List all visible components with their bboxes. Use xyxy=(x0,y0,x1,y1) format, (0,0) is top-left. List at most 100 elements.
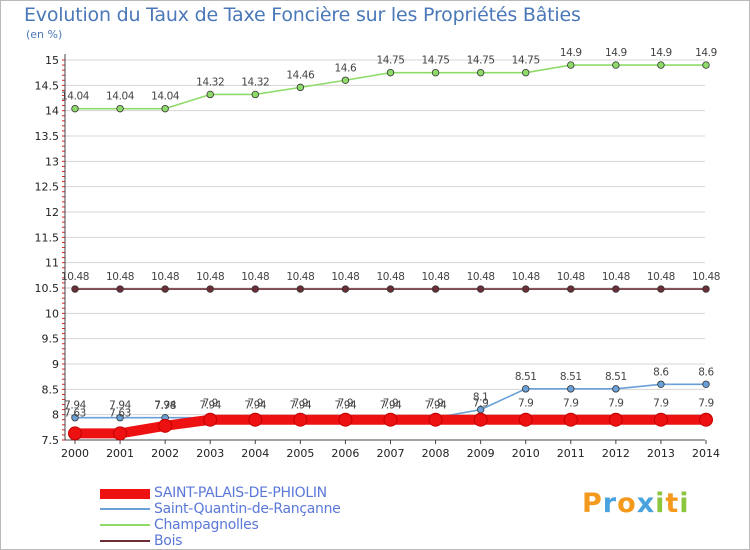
data-label: 14.9 xyxy=(650,47,672,59)
data-label: 14.75 xyxy=(512,55,540,67)
logo-letter: P xyxy=(582,488,603,519)
chart-title: Evolution du Taux de Taxe Foncière sur l… xyxy=(24,4,581,26)
data-label: 14.75 xyxy=(376,55,404,67)
data-point xyxy=(702,285,710,293)
x-tick-label: 2000 xyxy=(61,447,89,460)
data-label: 14.6 xyxy=(335,62,357,74)
data-point xyxy=(612,61,620,69)
legend-swatch xyxy=(100,540,150,542)
y-tick-label: 12 xyxy=(45,206,59,219)
y-tick-label: 11 xyxy=(45,257,59,270)
data-label: 10.48 xyxy=(376,271,404,283)
data-point xyxy=(116,414,124,422)
data-label: 8.51 xyxy=(515,371,537,383)
y-tick-label: 12.5 xyxy=(35,181,60,194)
data-point xyxy=(296,285,305,293)
data-point xyxy=(203,412,218,427)
y-tick-label: 9.5 xyxy=(42,333,60,346)
data-point xyxy=(657,61,665,69)
data-point xyxy=(161,285,169,293)
data-label: 8.6 xyxy=(653,366,669,378)
data-label: 7.94 xyxy=(154,400,176,412)
data-label: 7.9 xyxy=(518,398,534,410)
data-point xyxy=(71,104,79,113)
data-point xyxy=(206,90,214,99)
data-label: 7.9 xyxy=(338,398,354,410)
line-chart: 7.588.599.51010.51111.51212.51313.51414.… xyxy=(35,47,721,460)
data-point xyxy=(702,61,710,69)
data-label: 7.9 xyxy=(473,398,489,410)
data-label: 7.9 xyxy=(383,398,399,410)
x-tick-label: 2002 xyxy=(151,447,179,460)
data-label: 14.9 xyxy=(605,47,627,59)
x-tick-label: 2011 xyxy=(557,447,585,460)
data-label: 10.48 xyxy=(467,271,495,283)
logo-letter: i xyxy=(655,488,666,519)
data-point xyxy=(113,426,128,441)
x-tick-label: 2008 xyxy=(422,447,450,460)
data-point xyxy=(206,285,214,293)
data-point xyxy=(71,414,79,422)
x-tick-label: 2005 xyxy=(286,447,314,460)
x-tick-label: 2003 xyxy=(196,447,224,460)
legend-swatch xyxy=(100,489,150,499)
data-point xyxy=(386,68,395,77)
x-tick-label: 2009 xyxy=(467,447,495,460)
data-label: 7.9 xyxy=(248,398,264,410)
data-label: 7.9 xyxy=(428,398,444,410)
unit-label: (en %) xyxy=(26,28,63,41)
data-point xyxy=(522,285,530,293)
logo-letter: r xyxy=(602,488,618,519)
data-label: 14.75 xyxy=(467,55,495,67)
data-point xyxy=(161,104,169,113)
data-label: 10.48 xyxy=(557,271,585,283)
y-tick-label: 14.5 xyxy=(35,79,60,92)
data-label: 10.48 xyxy=(647,271,675,283)
data-point xyxy=(116,104,124,113)
data-label: 10.48 xyxy=(106,271,134,283)
data-label: 14.9 xyxy=(695,47,717,59)
data-point xyxy=(563,412,578,427)
data-point xyxy=(116,285,124,293)
x-tick-label: 2001 xyxy=(106,447,134,460)
x-tick-label: 2006 xyxy=(331,447,359,460)
legend-label: Saint-Quantin-de-Rançanne xyxy=(154,501,341,517)
x-tick-label: 2004 xyxy=(241,447,269,460)
data-label: 7.94 xyxy=(199,400,221,412)
data-point xyxy=(431,285,440,293)
data-point xyxy=(567,385,575,393)
x-tick-label: 2013 xyxy=(647,447,675,460)
series-champagnolles: 14.04 14.04 14.04 14.32 14.32 14.46 14.6 14.75 1… xyxy=(61,47,717,113)
data-label: 7.78 xyxy=(154,400,176,412)
data-point xyxy=(518,412,533,427)
logo-letter: i xyxy=(679,488,690,519)
x-tick-label: 2007 xyxy=(377,447,405,460)
data-label: 7.94 xyxy=(64,400,86,412)
data-point xyxy=(657,380,665,388)
data-point xyxy=(341,76,350,84)
data-label: 10.48 xyxy=(151,271,179,283)
proxiti-logo: Proxiti xyxy=(582,488,690,519)
data-label: 14.04 xyxy=(61,91,90,103)
data-point xyxy=(476,68,485,77)
data-point xyxy=(657,285,665,293)
series-saint-quantin-de-ran-anne: 7.94 7.94 7.94 7.94 7.94 7.94 7.94 7.94 7.94 8.1 8… xyxy=(64,366,715,422)
data-point xyxy=(473,412,488,427)
data-point xyxy=(702,380,710,388)
data-point xyxy=(476,285,485,293)
data-point xyxy=(699,412,713,427)
data-label: 8.51 xyxy=(560,371,582,383)
y-tick-label: 10.5 xyxy=(35,282,60,295)
data-point xyxy=(431,68,440,77)
data-label: 14.04 xyxy=(151,91,180,103)
y-tick-label: 13.5 xyxy=(35,130,60,143)
x-tick-label: 2012 xyxy=(602,447,630,460)
data-label: 7.94 xyxy=(109,400,131,412)
logo-letter: t xyxy=(665,488,680,519)
data-label: 7.63 xyxy=(64,407,86,419)
y-tick-label: 10 xyxy=(45,307,59,320)
data-label: 10.48 xyxy=(512,271,540,283)
y-tick-label: 7.5 xyxy=(42,434,60,447)
data-label: 7.94 xyxy=(289,400,311,412)
